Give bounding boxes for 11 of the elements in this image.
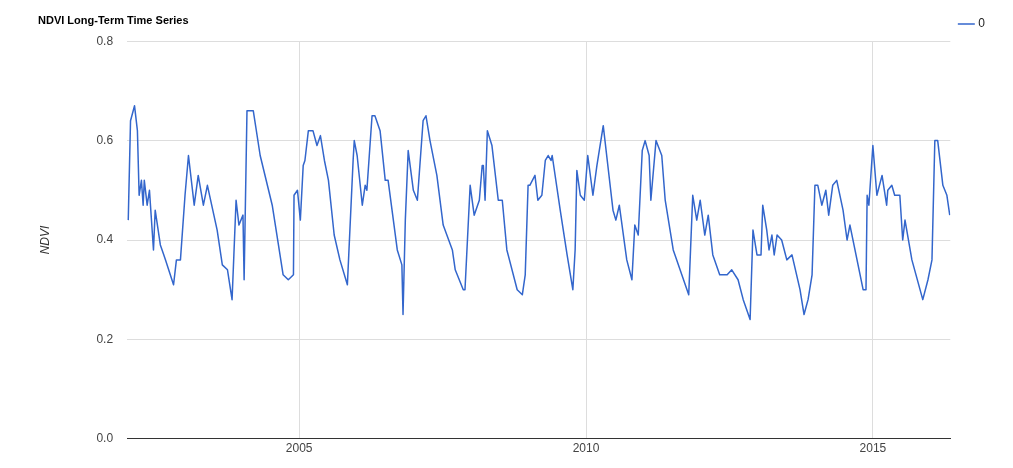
y-tick-label: 0.2 bbox=[96, 331, 114, 346]
y-tick-label: 0.0 bbox=[96, 431, 114, 446]
y-tick-label: 0.6 bbox=[96, 132, 114, 147]
y-axis-title: NDVI bbox=[37, 225, 52, 255]
x-tick-label: 2015 bbox=[859, 441, 887, 456]
legend-label: 0 bbox=[978, 16, 986, 31]
x-tick-label: 2005 bbox=[285, 441, 313, 456]
y-tick-label: 0.4 bbox=[96, 232, 114, 247]
chart-title: NDVI Long-Term Time Series bbox=[38, 13, 189, 26]
y-tick-label: 0.8 bbox=[96, 33, 114, 48]
x-tick-label: 2010 bbox=[572, 441, 600, 456]
